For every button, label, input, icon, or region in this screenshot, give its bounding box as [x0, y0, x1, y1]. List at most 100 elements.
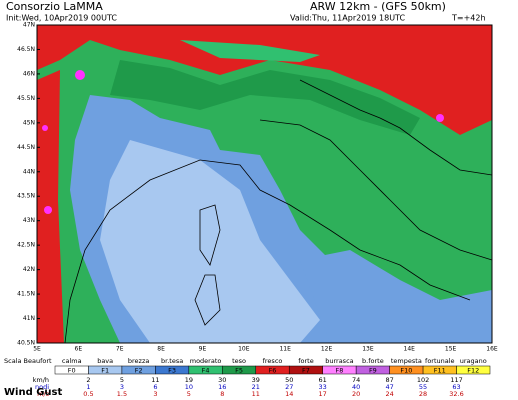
beaufort-name: calma — [62, 357, 82, 365]
producer: Consorzio LaMMA — [6, 0, 103, 13]
beaufort-name: burrasca — [325, 357, 353, 365]
threshold: 21 — [252, 383, 260, 391]
threshold: 0.5 — [83, 390, 93, 398]
threshold: 27 — [285, 383, 293, 391]
threshold: 24 — [385, 390, 393, 398]
threshold: 19 — [185, 376, 193, 384]
threshold: 6 — [153, 383, 157, 391]
threshold: 47 — [385, 383, 393, 391]
threshold: 87 — [385, 376, 393, 384]
threshold: 50 — [285, 376, 293, 384]
threshold: 32.6 — [449, 390, 463, 398]
threshold: 39 — [252, 376, 260, 384]
beaufort-name: forte — [298, 357, 314, 365]
field-name: Wind Gust — [4, 387, 62, 398]
latitude-labels: 47N 46.5N 46N 45.5N 45N 44.5N 44N 43.5N 43N 42.5N… — [17, 22, 40, 347]
lon-label: 13E — [362, 346, 374, 353]
lat-label: 46.5N — [17, 46, 35, 53]
beaufort-class: F10 — [400, 367, 412, 375]
lat-label: 44.5N — [17, 144, 35, 151]
lon-label: 10E — [238, 346, 250, 353]
lon-label: 9E — [199, 346, 207, 353]
beaufort-name: tempesta — [391, 357, 422, 365]
threshold: 40 — [352, 383, 360, 391]
threshold: 1 — [86, 383, 90, 391]
lat-label: 45N — [23, 119, 35, 126]
threshold: 28 — [419, 390, 427, 398]
threshold: 14 — [285, 390, 293, 398]
threshold: 3 — [120, 383, 124, 391]
threshold: 30 — [218, 376, 226, 384]
lat-label: 42.5N — [17, 242, 35, 249]
threshold: 8 — [220, 390, 224, 398]
beaufort-name: uragano — [460, 357, 487, 365]
unit-label: km/h — [33, 376, 49, 384]
lon-label: 5E — [33, 346, 41, 353]
beaufort-class: F5 — [235, 367, 243, 375]
lon-label: 8E — [157, 346, 165, 353]
lat-label: 44N — [23, 168, 35, 175]
threshold: 16 — [218, 383, 226, 391]
beaufort-name: fresco — [263, 357, 283, 365]
lon-label: 16E — [486, 346, 498, 353]
threshold: 2 — [86, 376, 90, 384]
threshold: 11 — [252, 390, 260, 398]
beaufort-class: F9 — [369, 367, 377, 375]
longitude-labels: 5E 6E 7E 8E 9E 10E 11E 12E 13E 14E 15E 16E — [33, 346, 498, 353]
lon-label: 7E — [116, 346, 124, 353]
beaufort-name: brezza — [128, 357, 149, 365]
threshold: 33 — [319, 383, 327, 391]
lon-label: 12E — [321, 346, 333, 353]
beaufort-class: F0 — [68, 367, 76, 375]
lon-label: 14E — [404, 346, 416, 353]
threshold: 117 — [450, 376, 462, 384]
init-time: Init:Wed, 10Apr2019 00UTC — [6, 14, 117, 23]
beaufort-name: teso — [232, 357, 246, 365]
lat-label: 47N — [23, 22, 35, 29]
beaufort-legend: Scala Beaufort calma bava brezza br.tesa mode… — [4, 357, 491, 398]
lat-label: 40.5N — [17, 340, 35, 347]
threshold: 20 — [352, 390, 360, 398]
beaufort-class: F8 — [335, 367, 343, 375]
beaufort-name: bava — [97, 357, 113, 365]
beaufort-name: moderato — [190, 357, 222, 365]
threshold: 5 — [187, 390, 191, 398]
map-field — [36, 24, 493, 344]
unit-label: nodi — [35, 383, 49, 391]
beaufort-name: br.tesa — [161, 357, 183, 365]
threshold: 1.5 — [117, 390, 127, 398]
lat-label: 42N — [23, 266, 35, 273]
beaufort-class: F1 — [101, 367, 109, 375]
legend-title: Scala Beaufort — [4, 357, 52, 365]
threshold: 11 — [151, 376, 159, 384]
threshold: 3 — [153, 390, 157, 398]
beaufort-class: F3 — [168, 367, 176, 375]
beaufort-class: F4 — [202, 367, 210, 375]
unit-label: m/s — [37, 390, 50, 398]
lon-label: 15E — [445, 346, 457, 353]
beaufort-name: fortunale — [425, 357, 455, 365]
threshold: 5 — [120, 376, 124, 384]
beaufort-class: F12 — [467, 367, 479, 375]
threshold: 61 — [319, 376, 327, 384]
forecast-step: T=+42h — [451, 14, 486, 23]
threshold: 63 — [452, 383, 460, 391]
lon-label: 11E — [279, 346, 291, 353]
beaufort-cell — [456, 365, 491, 375]
valid-time: Valid:Thu, 11Apr2019 18UTC — [290, 14, 405, 23]
model: ARW 12km - (GFS 50km) — [310, 0, 446, 13]
lat-label: 43.5N — [17, 193, 35, 200]
beaufort-class: F7 — [302, 367, 310, 375]
beaufort-class: F2 — [135, 367, 143, 375]
threshold: 10 — [185, 383, 193, 391]
lat-label: 41N — [23, 315, 35, 322]
lon-label: 6E — [75, 346, 83, 353]
threshold: 55 — [419, 383, 427, 391]
lat-label: 41.5N — [17, 291, 35, 298]
threshold: 17 — [319, 390, 327, 398]
lat-label: 45.5N — [17, 95, 35, 102]
threshold: 102 — [417, 376, 429, 384]
beaufort-name: b.forte — [362, 357, 384, 365]
beaufort-class: F11 — [434, 367, 446, 375]
